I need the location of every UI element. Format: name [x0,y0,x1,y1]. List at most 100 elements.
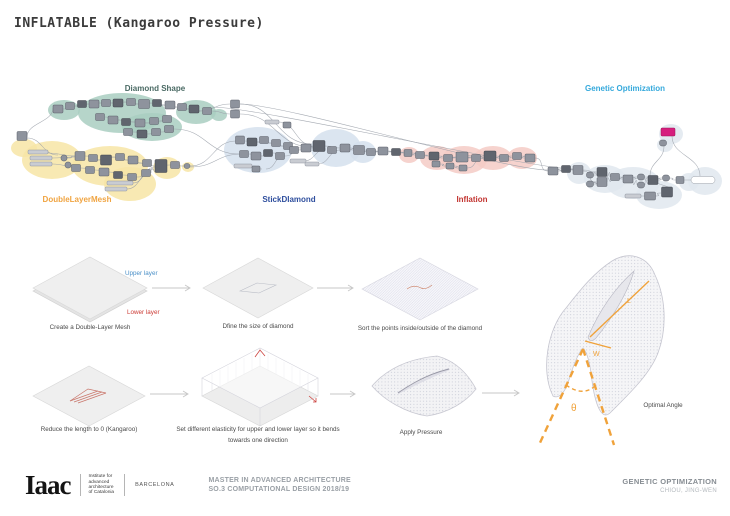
graph-node [142,159,152,167]
program-line1: MASTER IN ADVANCED ARCHITECTURE [208,476,351,484]
wire [387,150,393,153]
graph-node [251,165,261,173]
flow-arrow [150,390,189,398]
graph-node [572,165,584,175]
fig-reduce-length: Reduce the length to 0 (Kangaroo) [32,365,146,433]
inner-diamond-outline [238,282,278,294]
wire [239,103,549,171]
graph-node [289,158,307,164]
institute-line: of Catalonia [88,490,115,496]
pillow-mesh-texture [372,356,476,416]
footer-right: GENETIC OPTIMIZATION CHIOU, JING-WEN [622,477,717,494]
graph-node [250,151,262,161]
wire [439,163,447,167]
wire [671,135,701,177]
wire [349,147,355,151]
graph-node [275,152,285,160]
diamond [32,365,146,427]
wire [374,150,379,153]
wire [593,171,598,176]
wire [466,157,484,169]
theta-label: θ [571,403,577,414]
graph-node [115,153,125,161]
crease-shadow [397,367,450,395]
graph-node [659,139,667,147]
graph-node [239,150,249,158]
graph-node [141,169,151,177]
wire [654,192,662,197]
step-caption: Dfine the size of diamond [222,323,294,330]
fig-optimal-angle: L W θ Optimal Angle [537,255,683,446]
wire [189,140,237,167]
graph-node [637,173,645,181]
graph-node [164,100,176,110]
graph-node [431,160,441,168]
graph-node [235,135,245,145]
graph-node [300,143,312,153]
graph-node [661,186,673,198]
length-label: L [627,298,631,305]
page-title: INFLATABLE (Kangaroo Pressure) [14,16,264,31]
graph-node [106,180,134,186]
graph-group-label: StickDIamond [262,195,315,204]
graph-node [662,174,670,182]
graph-node [445,162,455,170]
graph-node [29,155,53,161]
graph-node [622,174,634,184]
graph-node [104,186,128,192]
wire [173,128,240,155]
graph-node [154,159,168,173]
graph-node [499,154,509,162]
graph-node [455,151,469,163]
wire [453,165,460,169]
graph-node [391,148,401,156]
graph-node [271,139,281,147]
flow-arrow [317,284,354,292]
graph-group-label: Genetic Optimization [585,84,665,93]
wire [26,137,59,156]
graph-node [403,149,413,157]
graph-node [259,136,269,144]
author-name: CHIOU, JING-WEN [660,487,717,494]
top-slit [587,270,635,341]
wire [189,153,243,168]
graph-node [443,154,453,162]
graph-node [304,161,320,167]
graph-node [152,99,162,107]
wire [534,157,549,172]
wire [520,155,526,159]
fig-sort-points: Sort the points inside/outside of the di… [358,257,483,332]
vertical-edges [201,348,319,426]
graph-node [121,118,131,126]
graph-node [690,176,716,184]
wire [451,156,457,159]
group-blob [211,109,227,121]
graph-node [112,98,124,108]
graph-node [353,145,365,155]
graph-node [561,165,571,173]
wire [211,106,576,170]
graph-group-label: Diamond Shape [125,84,186,93]
graph-node [596,177,608,187]
graph-node [230,99,240,109]
wire [26,107,54,138]
graph-node [98,167,110,177]
graph-node [312,140,326,152]
wire [569,168,574,171]
graph-node [610,173,620,181]
graph-node [289,146,299,154]
step-caption: Set different elasticity for upper and l… [176,426,339,433]
graph-node [52,104,64,114]
graph-node [77,100,87,108]
wire [507,155,513,159]
wire [632,176,638,180]
graph-node [65,102,75,110]
wire [644,176,649,181]
red-sketch [69,388,107,404]
graph-node [85,166,95,174]
wire [310,145,315,149]
wire [66,155,77,159]
graph-node [60,154,68,162]
flow-arrow [152,284,191,292]
fig-create-double-layer-mesh: Upper layer Lower layer Create a Double-… [32,256,160,331]
